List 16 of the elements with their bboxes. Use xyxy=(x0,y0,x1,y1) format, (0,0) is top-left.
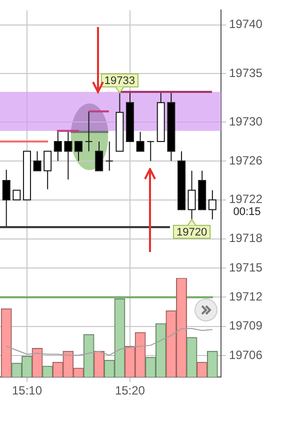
y-tick-label: 19730 xyxy=(229,114,263,128)
candlestick xyxy=(146,141,155,162)
y-tick-label: 19709 xyxy=(229,318,263,333)
x-tick-label: 15:10 xyxy=(12,384,42,398)
y-tick-label: 19706 xyxy=(229,348,263,362)
y-tick-label: 19726 xyxy=(229,153,263,168)
y-tick-label: 19722 xyxy=(229,192,263,206)
y-tick-label: 19740 xyxy=(229,17,263,32)
y-tick-label: 19718 xyxy=(229,231,263,246)
annotation: 19733 xyxy=(104,74,136,87)
text: 00:15 xyxy=(233,206,261,218)
y-tick-label: 19735 xyxy=(229,66,263,80)
annotation: 19720 xyxy=(176,226,208,238)
y-tick-label: 19715 xyxy=(229,260,263,274)
y-tick-label: 19712 xyxy=(229,290,263,304)
x-tick-label: 15:20 xyxy=(114,384,146,398)
